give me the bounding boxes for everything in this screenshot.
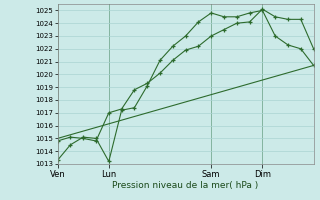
X-axis label: Pression niveau de la mer( hPa ): Pression niveau de la mer( hPa ) <box>112 181 259 190</box>
